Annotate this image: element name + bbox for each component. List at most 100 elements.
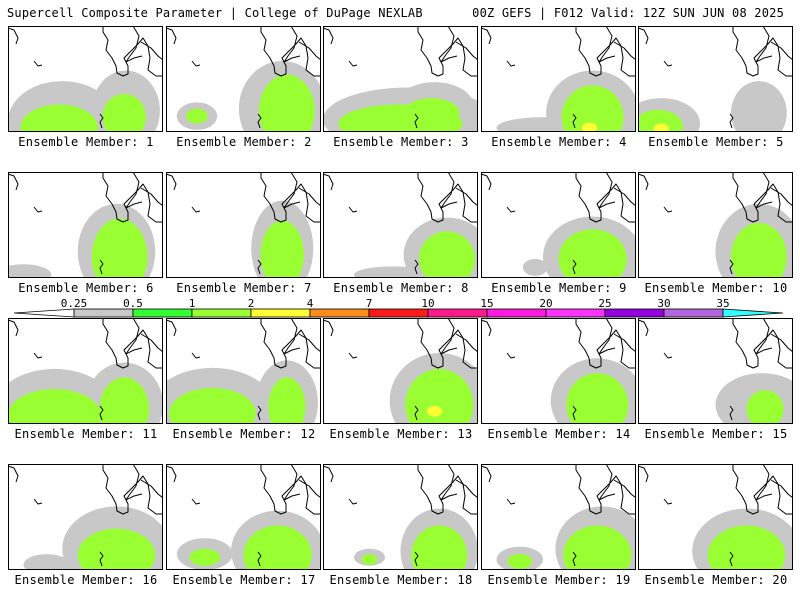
scp-field (8, 70, 160, 132)
scp-field (638, 81, 787, 132)
panel-border (638, 26, 793, 132)
member-map-15 (638, 318, 793, 424)
panel-border (166, 318, 321, 424)
scp-contour-1 (419, 231, 475, 278)
member-label: Ensemble Member: 14 (487, 427, 631, 441)
scp-contour-1 (405, 368, 474, 424)
great-lakes-outline (8, 26, 163, 129)
great-lakes-outline (166, 172, 321, 275)
panel-border (166, 26, 321, 132)
scp-contour-1 (268, 377, 306, 424)
great-lakes-outline (166, 318, 321, 421)
member-map-12 (166, 318, 321, 424)
product-title: Supercell Composite Parameter | College … (7, 6, 423, 20)
scp-contour-0.25 (8, 264, 52, 278)
great-lakes-outline (638, 464, 793, 567)
member-map-6 (8, 172, 163, 278)
member-label: Ensemble Member: 6 (18, 281, 154, 295)
great-lakes-outline (638, 318, 793, 421)
scp-field (166, 360, 318, 424)
member-label: Ensemble Member: 11 (14, 427, 158, 441)
member-map-14 (481, 318, 636, 424)
scp-contour-0.25 (522, 258, 548, 276)
panel-border (323, 464, 478, 570)
member-label: Ensemble Member: 8 (333, 281, 469, 295)
scp-field (715, 203, 793, 278)
panel-border (8, 172, 163, 278)
scp-contour-1 (91, 218, 148, 278)
scp-contour-2 (581, 122, 598, 132)
member-label: Ensemble Member: 12 (172, 427, 316, 441)
member-map-8 (323, 172, 478, 278)
scp-contour-1 (259, 74, 315, 132)
legend-swatch (722, 308, 784, 318)
legend-swatch (604, 308, 665, 318)
panel-border (323, 26, 478, 132)
member-label: Ensemble Member: 17 (172, 573, 316, 587)
scp-contour-1 (169, 387, 256, 424)
great-lakes-outline (638, 26, 793, 129)
scp-contour-1 (186, 108, 208, 124)
legend-tick-label: 10 (421, 297, 434, 310)
scp-contour-2 (426, 405, 443, 417)
scp-contour-1 (403, 98, 460, 128)
scp-field (496, 70, 636, 132)
panel-border (8, 464, 163, 570)
member-label: Ensemble Member: 13 (329, 427, 473, 441)
scp-contour-1 (731, 222, 787, 278)
legend-left-arrow (13, 308, 75, 318)
legend-tick-label: 0.25 (61, 297, 88, 310)
legend-swatch (663, 308, 724, 318)
scp-field (23, 506, 163, 570)
scp-contour-1 (189, 548, 221, 566)
member-map-7 (166, 172, 321, 278)
member-map-18 (323, 464, 478, 570)
member-label: Ensemble Member: 2 (176, 135, 312, 149)
member-map-4 (481, 26, 636, 132)
member-map-3 (323, 26, 478, 132)
legend-tick-label: 2 (248, 297, 255, 310)
great-lakes-outline (638, 172, 793, 275)
great-lakes-outline (323, 172, 478, 275)
legend-swatch (73, 308, 134, 318)
great-lakes-outline (481, 172, 636, 275)
legend-swatch (250, 308, 311, 318)
scp-field (715, 373, 793, 424)
panel-border (8, 26, 163, 132)
legend-tick-label: 7 (366, 297, 373, 310)
scp-field (176, 510, 321, 570)
member-map-5 (638, 26, 793, 132)
legend-swatch (486, 308, 547, 318)
scp-field (522, 216, 636, 278)
scp-contour-1 (563, 525, 632, 570)
great-lakes-outline (481, 318, 636, 421)
great-lakes-outline (8, 318, 163, 421)
run-valid-time: 00Z GEFS | F012 Valid: 12Z SUN JUN 08 20… (472, 6, 784, 20)
panel-border (638, 464, 793, 570)
scp-field (354, 508, 478, 570)
scp-contour-1 (746, 390, 784, 424)
scp-field (8, 362, 163, 424)
legend-tick-label: 35 (716, 297, 729, 310)
scp-field (8, 203, 156, 278)
member-map-16 (8, 464, 163, 570)
legend-swatch (191, 308, 252, 318)
scp-contour-1 (99, 377, 150, 424)
member-label: Ensemble Member: 20 (644, 573, 788, 587)
member-map-9 (481, 172, 636, 278)
great-lakes-outline (166, 464, 321, 567)
member-map-13 (323, 318, 478, 424)
member-label: Ensemble Member: 10 (644, 281, 788, 295)
great-lakes-outline (8, 464, 163, 567)
scp-contour-0.25 (731, 81, 787, 132)
legend-swatch (132, 308, 193, 318)
scp-contour-1 (20, 104, 98, 132)
scp-field (496, 506, 636, 570)
great-lakes-outline (323, 318, 478, 421)
scp-contour-1 (102, 93, 146, 132)
panel-border (166, 464, 321, 570)
legend-swatch (368, 308, 429, 318)
scp-contour-1 (8, 389, 101, 424)
member-map-1 (8, 26, 163, 132)
panel-border (638, 318, 793, 424)
